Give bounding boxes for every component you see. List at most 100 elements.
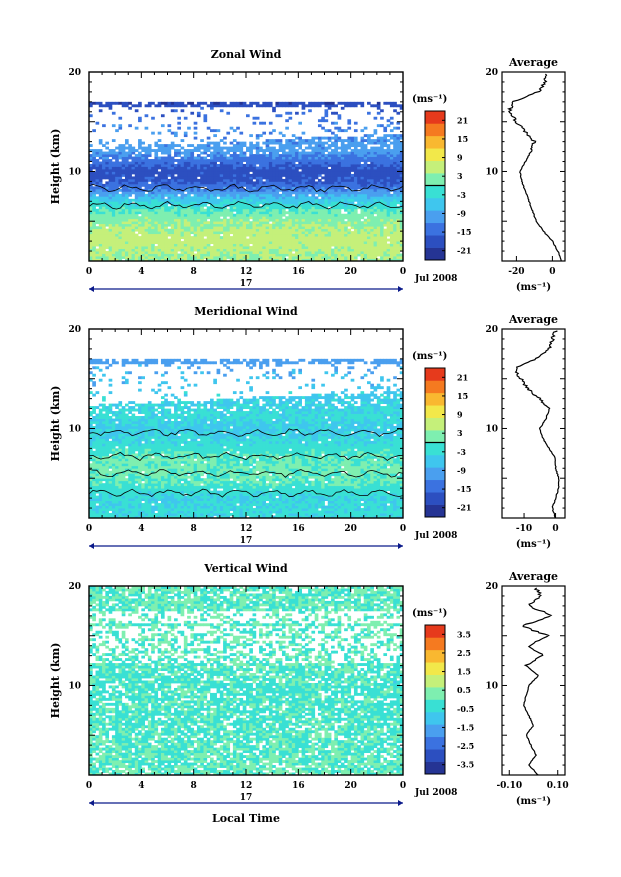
heatmap-cell — [115, 176, 119, 179]
heatmap-cell — [145, 147, 149, 150]
heatmap-cell — [217, 129, 221, 132]
heatmap-cell — [380, 234, 384, 237]
heatmap-cell — [262, 174, 266, 177]
heatmap-cell — [354, 196, 358, 199]
heatmap-cell — [187, 244, 191, 247]
heatmap-cell — [174, 211, 178, 214]
heatmap-cell — [393, 162, 397, 165]
heatmap-cell — [338, 194, 342, 197]
heatmap-cell — [380, 224, 384, 227]
heatmap-cell — [236, 231, 240, 234]
heatmap-cell — [181, 224, 185, 227]
heatmap-cell — [135, 241, 139, 244]
heatmap-cell — [275, 226, 279, 229]
heatmap-cell — [289, 239, 293, 242]
heatmap-cell — [92, 209, 96, 212]
heatmap-cell — [393, 221, 397, 224]
heatmap-cell — [305, 206, 309, 209]
heatmap-cell — [99, 219, 103, 222]
heatmap-cell — [161, 206, 165, 209]
heatmap-cell — [318, 211, 322, 214]
heatmap-cell — [279, 142, 283, 145]
heatmap-cell — [249, 246, 253, 249]
heatmap-cell — [148, 204, 152, 207]
heatmap-cell — [239, 256, 243, 259]
heatmap-cell — [194, 211, 198, 214]
heatmap-cell — [275, 249, 279, 252]
heatmap-cell — [266, 167, 270, 170]
heatmap-cell — [344, 249, 348, 252]
heatmap-cell — [354, 226, 358, 229]
heatmap-cell — [190, 171, 194, 174]
heatmap-cell — [253, 209, 257, 212]
heatmap-cell — [396, 216, 400, 219]
heatmap-cell — [105, 221, 109, 224]
heatmap-cell — [177, 171, 181, 174]
heatmap-cell — [338, 176, 342, 179]
heatmap-cell — [125, 241, 129, 244]
heatmap-cell — [105, 159, 109, 162]
heatmap-cell — [377, 176, 381, 179]
heatmap-cell — [174, 256, 178, 259]
heatmap-cell — [295, 199, 299, 202]
heatmap-cell — [246, 221, 250, 224]
heatmap-cell — [272, 171, 276, 174]
heatmap-cell — [190, 206, 194, 209]
heatmap-cell — [302, 224, 306, 227]
heatmap-cell — [112, 162, 116, 165]
heatmap-cell — [243, 221, 247, 224]
panel-title: Zonal Wind — [211, 48, 282, 61]
heatmap-cell — [334, 196, 338, 199]
heatmap-cell — [305, 152, 309, 155]
heatmap-cell — [102, 164, 106, 167]
heatmap-cell — [151, 201, 155, 204]
heatmap-cell — [341, 107, 345, 110]
heatmap-cell — [279, 249, 283, 252]
heatmap-cell — [390, 102, 394, 105]
heatmap-cell — [174, 249, 178, 252]
heatmap-cell — [328, 216, 332, 219]
heatmap-cell — [367, 134, 371, 137]
heatmap-cell — [112, 234, 116, 237]
heatmap-cell — [168, 102, 172, 105]
heatmap-cell — [118, 181, 122, 184]
heatmap-cell — [328, 194, 332, 197]
heatmap-cell — [115, 181, 119, 184]
heatmap-cell — [105, 142, 109, 145]
heatmap-cell — [315, 174, 319, 177]
heatmap-cell — [105, 219, 109, 222]
heatmap-cell — [364, 231, 368, 234]
heatmap-cell — [275, 236, 279, 239]
heatmap-cell — [275, 231, 279, 234]
heatmap-cell — [187, 144, 191, 147]
heatmap-cell — [213, 194, 217, 197]
heatmap-cell — [325, 137, 329, 140]
heatmap-cell — [145, 176, 149, 179]
heatmap-cell — [367, 201, 371, 204]
heatmap-cell — [92, 506, 96, 509]
heatmap-cell — [174, 251, 178, 254]
heatmap-cell — [220, 231, 224, 234]
heatmap-cell — [233, 152, 237, 155]
heatmap-cell — [236, 102, 240, 105]
heatmap-cell — [128, 152, 132, 155]
heatmap-cell — [112, 181, 116, 184]
heatmap-cell — [118, 226, 122, 229]
heatmap-cell — [171, 157, 175, 160]
heatmap-cell — [92, 511, 96, 514]
heatmap-cell — [383, 241, 387, 244]
heatmap-cell — [321, 169, 325, 172]
heatmap-cell — [141, 154, 145, 157]
heatmap-cell — [253, 196, 257, 199]
heatmap-cell — [354, 229, 358, 232]
heatmap-cell — [158, 201, 162, 204]
heatmap-cell — [360, 159, 364, 162]
heatmap-cell — [292, 142, 296, 145]
heatmap-cell — [168, 144, 172, 147]
heatmap-cell — [262, 234, 266, 237]
heatmap-cell — [387, 196, 391, 199]
heatmap-cell — [266, 199, 270, 202]
heatmap-cell — [318, 224, 322, 227]
heatmap-cell — [253, 174, 257, 177]
heatmap-cell — [262, 216, 266, 219]
